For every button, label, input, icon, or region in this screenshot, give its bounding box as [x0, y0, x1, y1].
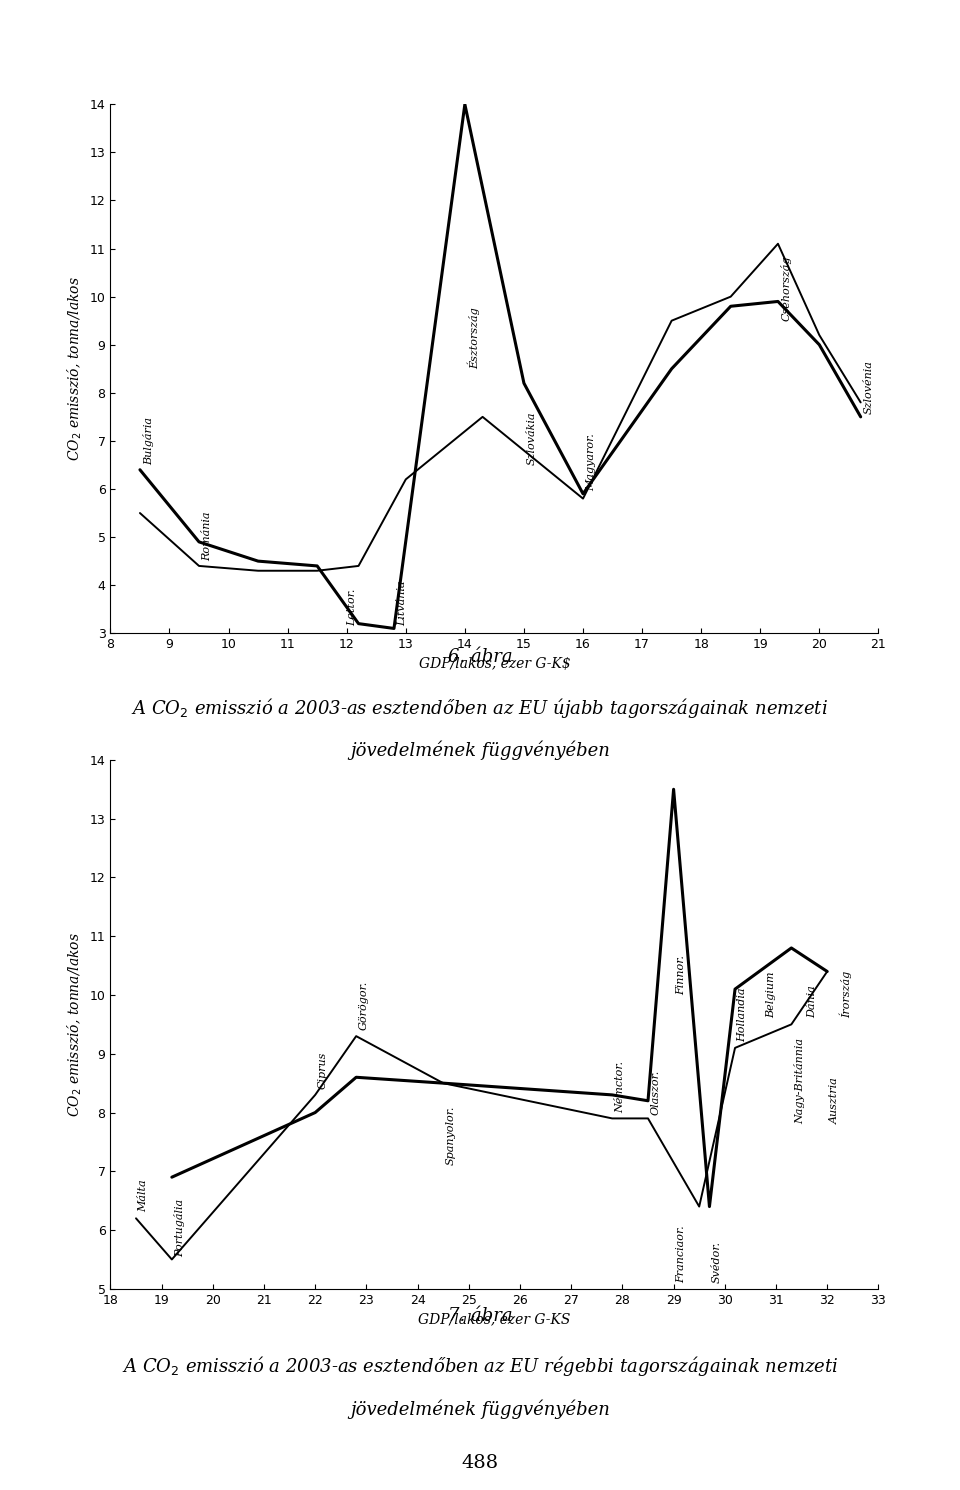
Text: Magyaror.: Magyaror. [586, 434, 596, 492]
Text: Némctor.: Némctor. [614, 1061, 625, 1113]
Text: Lettor.: Lettor. [347, 589, 357, 626]
Text: Ausztria: Ausztria [829, 1077, 840, 1125]
Y-axis label: CO$_2$ emisszió, tonna/lakos: CO$_2$ emisszió, tonna/lakos [65, 276, 84, 462]
X-axis label: GDP/lakos, ezer G-KS: GDP/lakos, ezer G-KS [419, 1313, 570, 1326]
Text: Bulgária: Bulgária [143, 417, 154, 465]
Text: Ciprus: Ciprus [318, 1052, 327, 1089]
Text: Litvánia: Litvánia [396, 581, 407, 626]
Text: Franciaor.: Franciaor. [676, 1225, 686, 1283]
Text: Szlovákia: Szlovákia [527, 411, 537, 465]
Text: Hollandia: Hollandia [737, 988, 748, 1042]
Text: Nagy-Británnia: Nagy-Británnia [794, 1039, 804, 1125]
Text: Portugália: Portugália [175, 1198, 185, 1256]
Text: Svédor.: Svédor. [712, 1241, 722, 1283]
Text: jövedelmének függvényében: jövedelmének függvényében [350, 1399, 610, 1418]
Text: Észtország: Észtország [468, 307, 480, 370]
Y-axis label: CO$_2$ emisszió, tonna/lakos: CO$_2$ emisszió, tonna/lakos [65, 931, 84, 1118]
Text: 488: 488 [462, 1454, 498, 1472]
Text: jövedelmének függvényében: jövedelmének függvényében [350, 741, 610, 760]
Text: Belgium: Belgium [766, 971, 776, 1019]
Text: Spanyolor.: Spanyolor. [445, 1106, 456, 1165]
Text: Dánia: Dánia [806, 986, 817, 1019]
Text: Szlovénia: Szlovénia [864, 361, 874, 414]
Text: 6. ábra: 6. ábra [447, 648, 513, 666]
Text: Csehország: Csehország [780, 255, 792, 320]
Text: A CO$_2$ emisszió a 2003-as esztendőben az EU újabb tagországainak nemzeti: A CO$_2$ emisszió a 2003-as esztendőben … [132, 696, 828, 720]
Text: Olaszor.: Olaszor. [651, 1070, 660, 1116]
Text: A CO$_2$ emisszió a 2003-as esztendőben az EU régebbi tagországainak nemzeti: A CO$_2$ emisszió a 2003-as esztendőben … [122, 1354, 838, 1378]
Text: Görögor.: Görögor. [359, 980, 369, 1030]
X-axis label: GDP/lakos, ezer G-K$: GDP/lakos, ezer G-K$ [419, 657, 570, 670]
Text: Finnor.: Finnor. [676, 955, 686, 995]
Text: Írország: Írország [840, 971, 852, 1019]
Text: Málta: Málta [138, 1180, 149, 1213]
Text: 7. ábra: 7. ábra [447, 1307, 513, 1325]
Text: Románia: Románia [202, 511, 212, 562]
